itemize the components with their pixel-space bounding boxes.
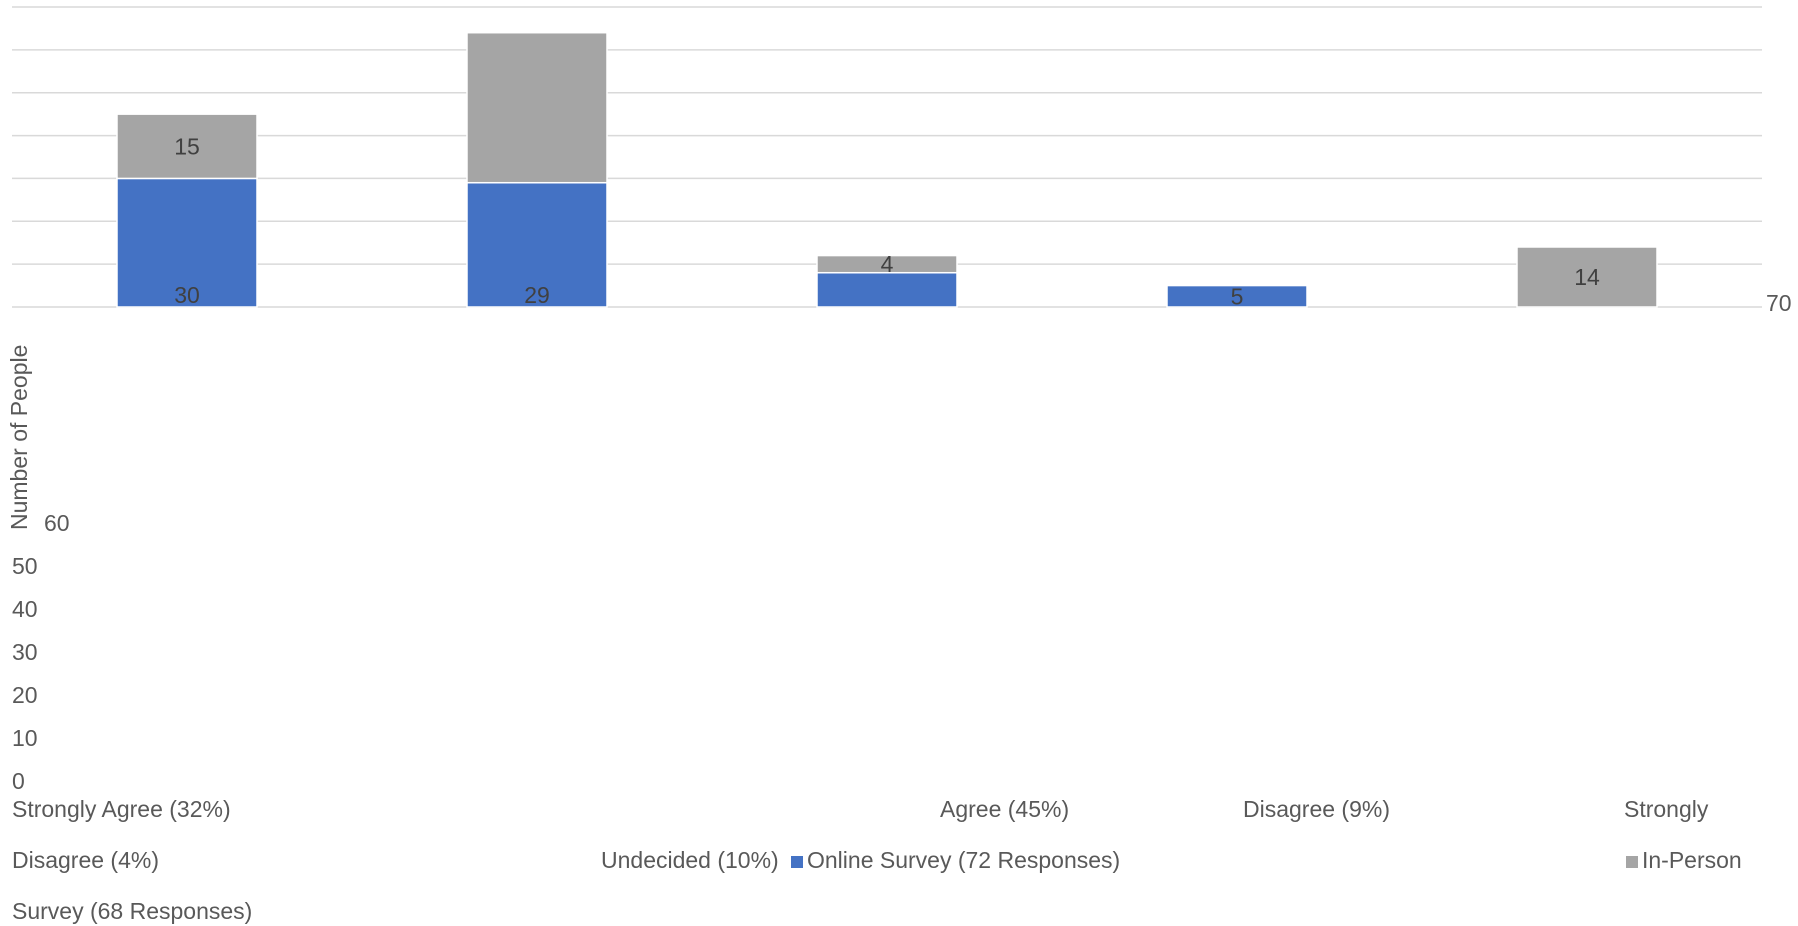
y-tick-30: 30 <box>12 639 38 665</box>
legend-label-in-person-line2: Survey (68 Responses) <box>12 898 253 924</box>
x-label-undecided: Undecided (10%) <box>601 847 779 873</box>
legend-label-in-person-line1: In-Person <box>1642 847 1742 873</box>
y-tick-50: 50 <box>12 553 38 579</box>
bar-online-disagree <box>816 271 958 308</box>
y-axis-title: Number of People <box>6 344 32 530</box>
legend-label-online: Online Survey (72 Responses) <box>807 847 1121 873</box>
bar-online-strongly-disagree <box>1166 284 1308 308</box>
legend-item-online: Online Survey (72 Responses) <box>791 847 1120 873</box>
bar-online-agree <box>466 181 608 308</box>
y-tick-20: 20 <box>12 682 38 708</box>
x-label-disagree: Disagree (9%) <box>1243 796 1390 822</box>
legend-swatch-in-person <box>1626 856 1638 868</box>
data-label-in-person-undecided: 14 <box>1574 264 1600 290</box>
legend-item-in-person: In-Person <box>1626 847 1742 873</box>
y-tick-40: 40 <box>12 596 38 622</box>
bar-in-person-agree <box>466 31 608 184</box>
x-label-strongly-disagree-line1: Strongly <box>1624 796 1709 822</box>
y-tick-0: 0 <box>12 768 25 794</box>
data-label-in-person-disagree: 4 <box>881 251 894 277</box>
legend-swatch-online <box>791 856 803 868</box>
y-tick-60: 60 <box>44 510 70 536</box>
bar-in-person-undecided <box>1516 246 1658 308</box>
data-label-online-agree: 29 <box>524 282 550 308</box>
x-label-agree: Agree (45%) <box>940 796 1070 822</box>
bar-in-person-strongly-agree <box>116 113 258 180</box>
data-label-online-strongly-disagree: 5 <box>1231 283 1244 309</box>
y-tick-10: 10 <box>12 725 38 751</box>
data-label-in-person-strongly-agree: 15 <box>174 133 200 159</box>
bar-in-person-disagree <box>816 254 958 274</box>
bar-online-strongly-agree <box>116 177 258 308</box>
y-tick-70: 70 <box>1766 290 1792 316</box>
x-label-strongly-agree: Strongly Agree (32%) <box>12 796 231 822</box>
data-label-online-strongly-agree: 30 <box>174 282 200 308</box>
x-label-strongly-disagree-line2: Disagree (4%) <box>12 847 159 873</box>
